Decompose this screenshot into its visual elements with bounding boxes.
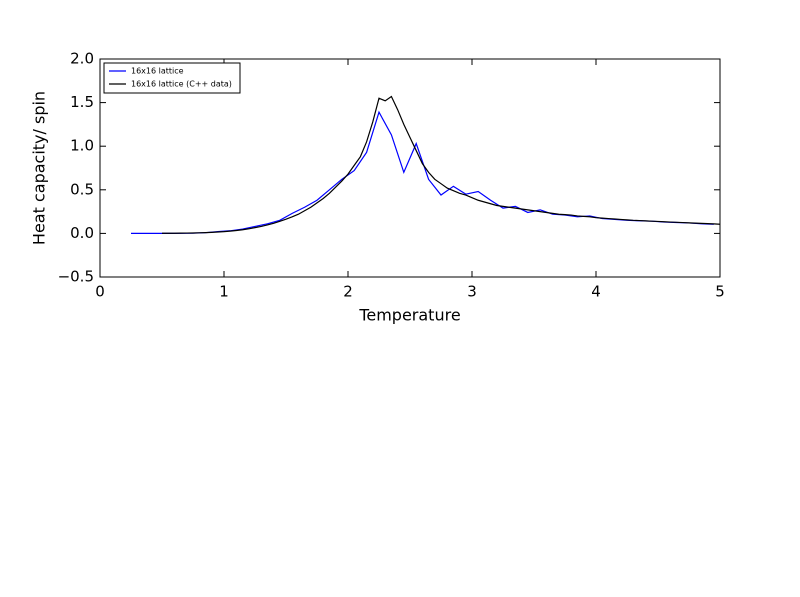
legend-label: 16x16 lattice [131, 67, 184, 76]
y-tick-label: 0.0 [70, 224, 94, 242]
legend-box [103, 62, 241, 94]
y-tick-label: 1.5 [70, 93, 94, 111]
y-tick-label: 2.0 [70, 50, 94, 68]
x-tick-label: 3 [467, 283, 477, 301]
y-axis-label: Heat capacity/ spin [30, 91, 49, 245]
x-tick-label: 5 [715, 283, 725, 301]
x-tick-label: 4 [591, 283, 601, 301]
data-line [131, 110, 714, 234]
plot-frame [99, 58, 721, 278]
x-tick-label: 0 [95, 283, 105, 301]
x-tick-label: 1 [219, 283, 229, 301]
y-tick-label: −0.5 [58, 268, 94, 286]
x-axis-label: Temperature [358, 306, 460, 325]
x-tick-label: 2 [343, 283, 353, 301]
y-tick-label: 0.5 [70, 180, 94, 198]
y-tick-label: 1.0 [70, 137, 94, 155]
data-line [162, 95, 721, 234]
legend-label: 16x16 lattice (C++ data) [131, 80, 232, 89]
